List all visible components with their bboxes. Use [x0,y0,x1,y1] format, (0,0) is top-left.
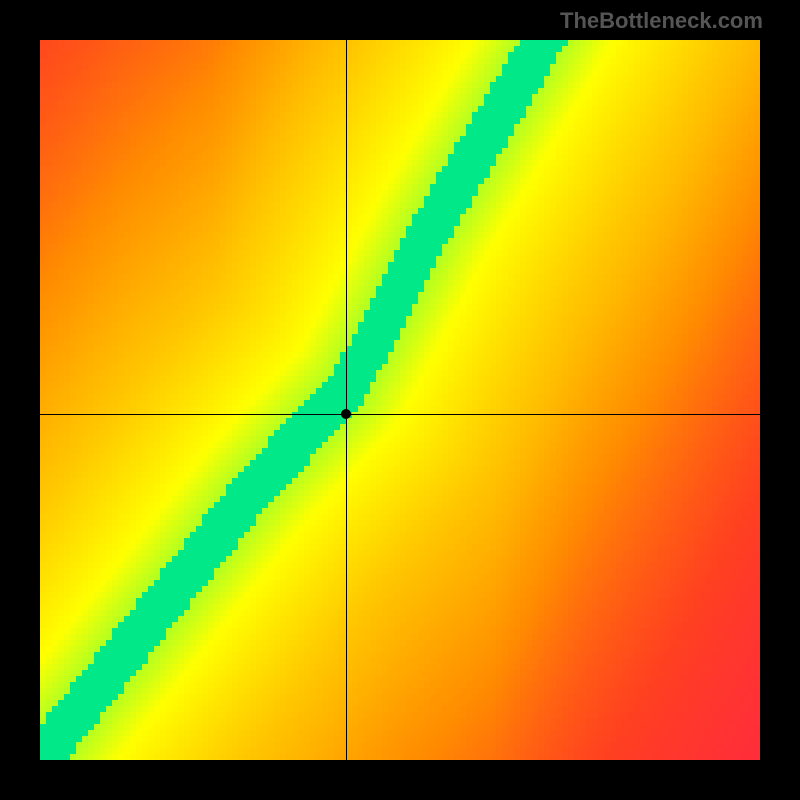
watermark: TheBottleneck.com [560,8,763,34]
plot-area [40,40,760,760]
crosshair-horizontal [40,414,760,415]
heatmap-canvas [40,40,760,760]
crosshair-vertical [346,40,347,760]
